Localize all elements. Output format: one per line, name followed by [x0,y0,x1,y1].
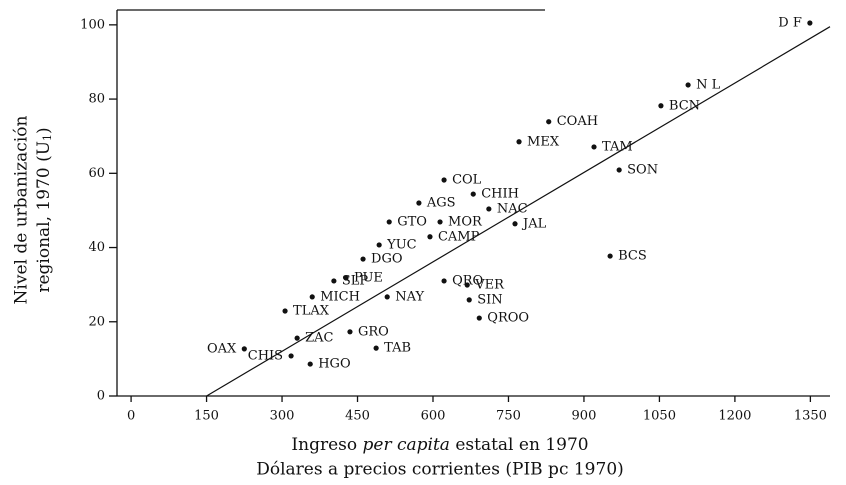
point [685,82,691,88]
point-label: YUC [386,237,417,252]
y-tick-label: 20 [88,314,105,329]
point-label: QRO [452,273,483,288]
point-label: N L [696,77,721,92]
x-label-part: estatal en 1970 [450,435,589,455]
point [347,329,353,335]
x-tick-label: 300 [270,409,295,424]
point-label: AGS [426,196,456,211]
point [486,206,492,212]
point-label: TAB [384,341,411,356]
point [807,20,813,26]
point [331,278,337,284]
x-tick-label: 750 [496,409,521,424]
point-label: DGO [371,252,402,267]
point [441,278,447,284]
trend-line [206,26,831,397]
point-label: MOR [448,214,483,229]
point-label: GTO [397,214,427,229]
x-label-part: Ingreso [291,435,362,455]
y-axis-label: Nivel de urbanización regional, 1970 (U1… [12,116,55,305]
point [343,275,349,281]
point-label: CAMP [438,229,480,244]
point-label: TLAX [293,304,330,319]
x-tick-label: 600 [421,409,446,424]
point [386,219,392,225]
point [360,256,366,262]
point [373,345,379,351]
point-label: BCN [669,98,700,113]
point [384,294,390,300]
point-label: NAY [395,289,424,304]
point [282,308,288,314]
point [546,119,552,125]
point [376,242,382,248]
point [516,139,522,145]
y-label-line: regional, 1970 (U1) [34,127,55,292]
x-tick-label: 1050 [643,409,676,424]
point-label: VER [474,278,505,293]
point-label: MICH [320,289,360,304]
point [616,167,622,173]
point-label: SIN [477,292,502,307]
y-label-part: ) [34,127,54,134]
point-label: D F [778,15,802,30]
point-label: PUE [354,270,383,285]
point [427,234,433,240]
point [658,103,664,109]
y-label-line: Nivel de urbanización [12,116,32,305]
point [466,297,472,303]
point [309,294,315,300]
point-label: CHIS [248,348,283,363]
point-label: GRO [358,324,389,339]
point [591,144,597,150]
point-label: CHIH [481,187,519,202]
point [607,253,613,259]
x-tick-label: 0 [127,409,135,424]
point [476,315,482,321]
x-tick-label: 150 [194,409,219,424]
x-axis-label: Dólares a precios corrientes (PIB pc 197… [256,460,624,480]
point [441,177,447,183]
point [288,353,294,359]
point-label: JAL [521,216,547,231]
x-axis-label: Ingreso per capita estatal en 1970 [291,435,588,455]
point-label: COAH [557,114,598,129]
point-label: HGO [318,357,350,372]
point-label: QROO [487,311,529,326]
point-label: COL [452,172,482,187]
y-tick-label: 100 [80,17,105,32]
point [241,346,247,352]
point-label: ZAC [305,331,333,346]
point-label: NAC [497,201,528,216]
point-label: SLP [342,273,369,288]
y-tick-label: 60 [88,166,105,181]
y-tick-label: 0 [97,389,105,404]
x-tick-label: 450 [345,409,370,424]
y-tick-label: 80 [88,92,105,107]
point [416,200,422,206]
point [437,219,443,225]
point [464,282,470,288]
x-tick-label: 1350 [794,409,827,424]
point [512,221,518,227]
point-label: TAM [602,139,633,154]
point-label: SON [627,162,658,177]
point [470,191,476,197]
point [294,335,300,341]
x-tick-label: 1200 [718,409,751,424]
y-label-part: regional, 1970 (U [34,141,54,293]
point-label: BCS [618,249,647,264]
point [307,361,313,367]
y-label-part: 1 [41,134,54,141]
x-tick-label: 900 [572,409,597,424]
point-label: OAX [207,341,237,356]
x-label-part: per capita [363,435,450,455]
y-tick-label: 40 [88,240,105,255]
point-label: MEX [527,134,560,149]
